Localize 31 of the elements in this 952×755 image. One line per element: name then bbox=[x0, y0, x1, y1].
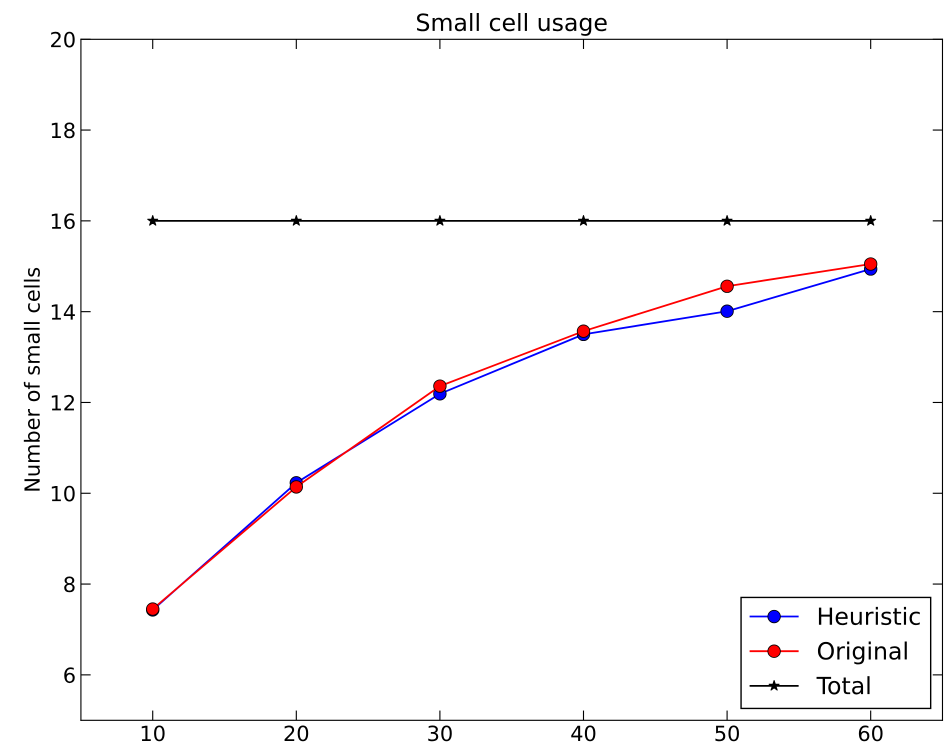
point bbox=[576, 324, 590, 338]
x-tick-label: 50 bbox=[715, 726, 739, 742]
point bbox=[864, 214, 876, 226]
y-tick-label: 8 bbox=[64, 576, 75, 592]
y-tick-label: 12 bbox=[52, 394, 74, 410]
legend-label: Original bbox=[818, 642, 907, 664]
x-tick-label: 40 bbox=[571, 726, 596, 742]
point bbox=[720, 304, 734, 318]
point bbox=[434, 214, 446, 226]
y-tick-label: 6 bbox=[64, 667, 75, 684]
chart-title: Small cell usage bbox=[417, 12, 607, 36]
point bbox=[721, 214, 733, 226]
legend-label: Total bbox=[816, 676, 870, 694]
point bbox=[864, 257, 878, 271]
point bbox=[720, 280, 734, 293]
y-tick-label: 10 bbox=[52, 486, 75, 502]
x-tick-label: 60 bbox=[858, 726, 883, 742]
y-tick-label: 20 bbox=[51, 32, 75, 48]
x-tick-label: 30 bbox=[428, 726, 452, 742]
point bbox=[290, 480, 303, 494]
point bbox=[433, 379, 447, 393]
point bbox=[147, 214, 158, 226]
point bbox=[290, 214, 302, 226]
point bbox=[578, 214, 590, 226]
legend-label: Heuristic bbox=[818, 606, 920, 626]
x-tick-label: 10 bbox=[142, 726, 165, 742]
y-axis-title: Number of small cells bbox=[24, 268, 40, 491]
x-tick-label: 20 bbox=[284, 726, 308, 742]
y-tick-label: 16 bbox=[52, 213, 75, 230]
y-tick-label: 14 bbox=[52, 304, 75, 320]
y-tick-label: 18 bbox=[52, 122, 75, 138]
